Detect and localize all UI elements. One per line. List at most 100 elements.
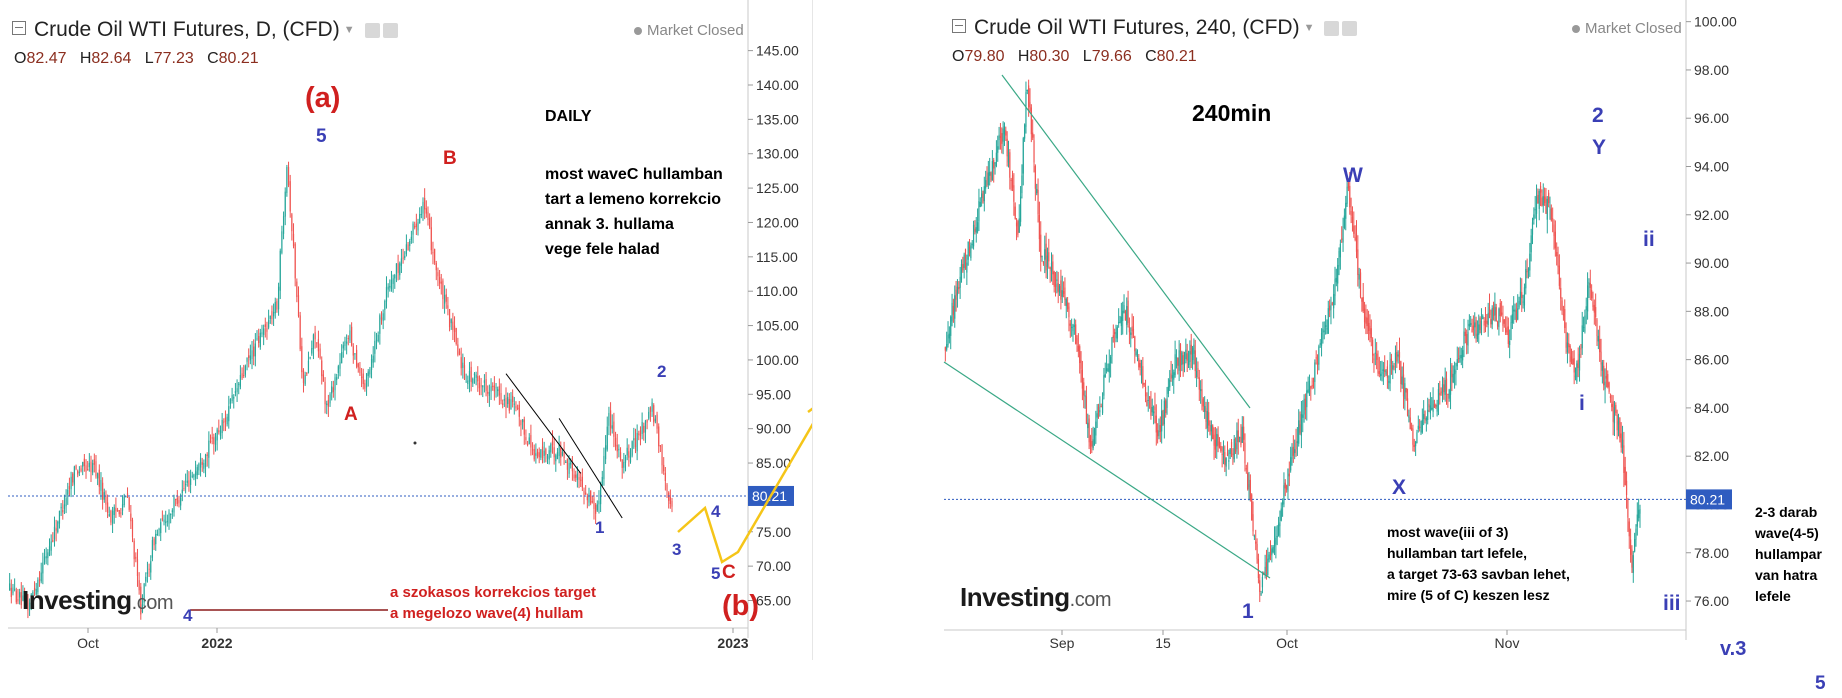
candle-body bbox=[226, 416, 228, 425]
market-status-text: Market Closed bbox=[647, 22, 744, 39]
wave-label-W: W bbox=[1343, 164, 1363, 187]
candle-body bbox=[1480, 320, 1483, 333]
candle-body bbox=[653, 405, 655, 423]
y-tick-label: 100.00 bbox=[756, 352, 799, 368]
candle-body bbox=[329, 394, 331, 404]
wave-label-5: 5 bbox=[316, 126, 327, 147]
settings-icon[interactable] bbox=[382, 22, 398, 38]
ohlc-low: 77.23 bbox=[153, 50, 194, 67]
candle-body bbox=[555, 455, 557, 462]
candle-body bbox=[1196, 370, 1198, 378]
candle-body bbox=[968, 246, 971, 254]
candle-body bbox=[1479, 317, 1481, 331]
candle-body bbox=[1495, 307, 1497, 322]
candle-body bbox=[1570, 356, 1573, 362]
candle-body bbox=[1523, 287, 1526, 306]
wave-label-iii: iii bbox=[1663, 592, 1681, 615]
candle-body bbox=[528, 437, 530, 445]
collapse-icon[interactable] bbox=[12, 21, 26, 36]
candle-body bbox=[136, 559, 139, 576]
candle-body bbox=[1416, 432, 1418, 443]
x-tick-label: Oct bbox=[77, 635, 99, 651]
candle-body bbox=[72, 473, 74, 483]
candle-body bbox=[1014, 206, 1016, 220]
candle-body bbox=[151, 540, 154, 558]
candle-body bbox=[1150, 399, 1152, 416]
candle-body bbox=[302, 370, 305, 383]
candle-body bbox=[332, 387, 334, 393]
eye-icon[interactable] bbox=[364, 22, 380, 38]
candle-body bbox=[1478, 324, 1480, 335]
candle-body bbox=[1316, 362, 1319, 365]
candle-body bbox=[1355, 233, 1358, 252]
collapse-icon[interactable] bbox=[952, 19, 966, 34]
last-price-label: 80.21 bbox=[1690, 491, 1725, 507]
candle-body bbox=[82, 462, 84, 467]
candle-body bbox=[1300, 414, 1303, 436]
candle-body bbox=[206, 454, 208, 456]
ohlc-close: 80.21 bbox=[1156, 48, 1197, 65]
ohlc-close: 80.21 bbox=[218, 50, 259, 67]
candle-body bbox=[291, 214, 293, 232]
candle-body bbox=[541, 446, 544, 458]
candle-body bbox=[1146, 400, 1148, 406]
x-tick-label: 2023 bbox=[717, 635, 748, 651]
candle-body bbox=[636, 432, 638, 452]
candle-body bbox=[1050, 262, 1053, 272]
candle-body bbox=[950, 316, 952, 336]
candle-body bbox=[370, 359, 373, 371]
candle-body bbox=[430, 227, 432, 251]
candle-body bbox=[243, 374, 245, 376]
y-tick-label: 135.00 bbox=[756, 111, 799, 127]
candle-body bbox=[1538, 190, 1540, 209]
candle-body bbox=[1253, 535, 1255, 537]
candle-body bbox=[1373, 358, 1375, 360]
ohlc-open: 82.47 bbox=[26, 50, 67, 67]
candle-body bbox=[1006, 138, 1008, 157]
candle-body bbox=[156, 534, 158, 536]
chart-title-row: Crude Oil WTI Futures, 240, (CFD) ▼ bbox=[952, 16, 1358, 40]
candle-body bbox=[1151, 406, 1153, 413]
dropdown-caret-icon[interactable]: ▼ bbox=[343, 24, 355, 37]
candle-body bbox=[60, 506, 62, 509]
candle-body bbox=[130, 513, 132, 522]
candle-body bbox=[186, 480, 188, 483]
candle-body bbox=[998, 134, 1000, 141]
candle-body bbox=[1526, 271, 1528, 273]
candle-body bbox=[997, 146, 999, 153]
candle-body bbox=[38, 579, 41, 581]
candle-body bbox=[113, 507, 115, 515]
candle-body bbox=[246, 357, 248, 362]
candle-body bbox=[1143, 383, 1145, 385]
candle-body bbox=[1245, 468, 1247, 470]
candle-body bbox=[502, 403, 504, 405]
candle-body bbox=[131, 520, 134, 538]
candle-body bbox=[1009, 152, 1011, 178]
candle-body bbox=[1130, 332, 1132, 335]
candle-body bbox=[581, 476, 583, 488]
wedge-upper-line bbox=[505, 373, 582, 474]
candle-body bbox=[663, 464, 665, 472]
candle-body bbox=[100, 479, 102, 491]
candle-body bbox=[346, 341, 348, 344]
candle-body bbox=[1241, 426, 1243, 443]
settings-icon[interactable] bbox=[1342, 20, 1358, 36]
candle-body bbox=[1496, 321, 1499, 327]
candle-body bbox=[522, 419, 524, 423]
candle-body bbox=[986, 178, 988, 180]
candle-body bbox=[480, 385, 482, 387]
y-tick-label: 90.00 bbox=[1694, 255, 1729, 271]
dropdown-caret-icon[interactable]: ▼ bbox=[1303, 22, 1315, 35]
candle-body bbox=[1464, 331, 1466, 337]
candle-body bbox=[1475, 320, 1477, 337]
candle-body bbox=[1517, 308, 1519, 320]
daily-note-line: most waveC hullamban bbox=[545, 166, 723, 183]
candle-body bbox=[62, 509, 64, 513]
candle-body bbox=[1228, 460, 1230, 462]
candle-body bbox=[485, 379, 487, 391]
candle-body bbox=[623, 461, 625, 468]
candle-body bbox=[1209, 425, 1211, 435]
candle-body bbox=[188, 480, 190, 487]
eye-icon[interactable] bbox=[1324, 20, 1340, 36]
candle-body bbox=[1476, 333, 1479, 339]
